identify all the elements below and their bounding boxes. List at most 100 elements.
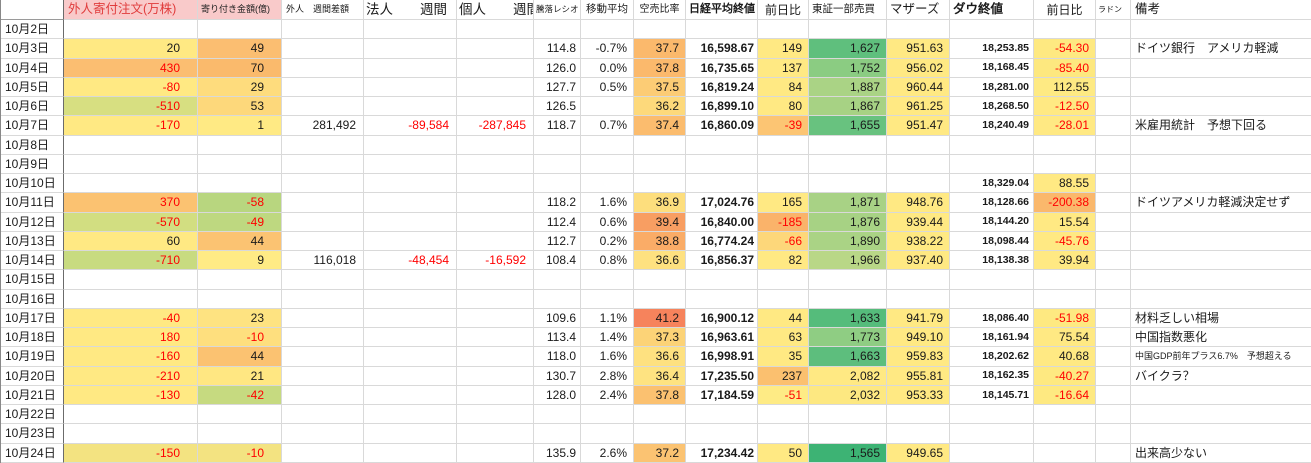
cell-radon[interactable]	[1096, 174, 1131, 194]
cell-ratio[interactable]	[534, 270, 581, 290]
cell-radon[interactable]	[1096, 251, 1131, 271]
cell-hojin_week[interactable]	[364, 405, 457, 425]
cell-dow[interactable]	[950, 424, 1034, 444]
cell-gaijin_week[interactable]	[282, 97, 364, 117]
cell-ma[interactable]: 0.0%	[581, 58, 634, 78]
cell-nikkei[interactable]: 16,840.00	[686, 212, 758, 232]
column-header-hojin_week[interactable]: 法人 週間	[364, 0, 457, 20]
cell-short[interactable]: 36.2	[634, 97, 686, 117]
cell-gaijin_week[interactable]	[282, 77, 364, 97]
row-header-date[interactable]: 10月15日	[1, 270, 64, 290]
cell-remark[interactable]: バイクラ？	[1131, 367, 1311, 386]
cell-ma[interactable]: 2.8%	[581, 366, 634, 386]
cell-kojin_week[interactable]	[457, 58, 534, 78]
cell-mothers[interactable]	[887, 154, 950, 174]
cell-nikkei[interactable]	[686, 289, 758, 309]
cell-gaijin_order[interactable]: -80	[64, 77, 198, 97]
cell-nikkei[interactable]: 16,899.10	[686, 97, 758, 117]
cell-ratio[interactable]	[534, 424, 581, 444]
cell-nikkei_chg[interactable]	[758, 20, 809, 40]
cell-tse[interactable]: 1,663	[809, 347, 887, 367]
cell-dow[interactable]: 18,268.50	[950, 97, 1034, 117]
cell-tse[interactable]	[809, 135, 887, 155]
column-header-gaijin_order[interactable]: 外人寄付注文(万株)	[64, 0, 198, 20]
cell-ma[interactable]	[581, 154, 634, 174]
cell-yoritsuki[interactable]	[198, 154, 282, 174]
cell-gaijin_week[interactable]	[282, 289, 364, 309]
cell-tse[interactable]: 1,876	[809, 212, 887, 232]
cell-ma[interactable]: 1.6%	[581, 193, 634, 213]
row-header-date[interactable]: 10月19日	[1, 347, 64, 367]
cell-dow[interactable]	[950, 270, 1034, 290]
cell-gaijin_week[interactable]	[282, 154, 364, 174]
cell-kojin_week[interactable]: -16,592	[457, 251, 534, 271]
cell-hojin_week[interactable]: -48,454	[364, 251, 457, 271]
cell-dow_chg[interactable]	[1034, 405, 1096, 425]
cell-ratio[interactable]: 126.0	[534, 58, 581, 78]
cell-gaijin_week[interactable]: 281,492	[282, 116, 364, 136]
cell-tse[interactable]: 1,773	[809, 328, 887, 348]
cell-nikkei_chg[interactable]: -39	[758, 116, 809, 136]
cell-ratio[interactable]: 118.7	[534, 116, 581, 136]
column-header-remark[interactable]: 備考	[1131, 0, 1311, 20]
cell-yoritsuki[interactable]: 9	[198, 251, 282, 271]
cell-hojin_week[interactable]	[364, 154, 457, 174]
row-header-date[interactable]: 10月10日	[1, 174, 64, 194]
cell-remark[interactable]	[1131, 155, 1311, 174]
cell-kojin_week[interactable]	[457, 20, 534, 40]
cell-gaijin_order[interactable]: -40	[64, 308, 198, 328]
row-header-date[interactable]: 10月24日	[1, 443, 64, 463]
cell-kojin_week[interactable]	[457, 77, 534, 97]
cell-remark[interactable]	[1131, 251, 1311, 271]
cell-dow_chg[interactable]: 112.55	[1034, 77, 1096, 97]
cell-hojin_week[interactable]	[364, 135, 457, 155]
cell-ma[interactable]	[581, 424, 634, 444]
row-header-date[interactable]: 10月12日	[1, 212, 64, 232]
cell-gaijin_order[interactable]: -150	[64, 443, 198, 463]
cell-kojin_week[interactable]	[457, 443, 534, 463]
cell-yoritsuki[interactable]: -58	[198, 193, 282, 213]
cell-tse[interactable]: 2,032	[809, 385, 887, 405]
cell-dow_chg[interactable]: 88.55	[1034, 174, 1096, 194]
row-header-date[interactable]: 10月11日	[1, 193, 64, 213]
cell-radon[interactable]	[1096, 308, 1131, 328]
row-header-date[interactable]: 10月18日	[1, 328, 64, 348]
cell-kojin_week[interactable]	[457, 231, 534, 251]
cell-gaijin_week[interactable]	[282, 231, 364, 251]
cell-short[interactable]	[634, 174, 686, 194]
cell-nikkei_chg[interactable]: 149	[758, 39, 809, 59]
cell-ratio[interactable]: 118.0	[534, 347, 581, 367]
cell-ratio[interactable]	[534, 20, 581, 40]
cell-nikkei[interactable]: 16,860.09	[686, 116, 758, 136]
cell-kojin_week[interactable]: -287,845	[457, 116, 534, 136]
cell-yoritsuki[interactable]: 70	[198, 58, 282, 78]
cell-tse[interactable]: 1,752	[809, 58, 887, 78]
cell-gaijin_order[interactable]	[64, 270, 198, 290]
cell-remark[interactable]	[1131, 405, 1311, 425]
column-header-kojin_week[interactable]: 個人 週間	[457, 0, 534, 20]
cell-kojin_week[interactable]	[457, 424, 534, 444]
cell-yoritsuki[interactable]	[198, 424, 282, 444]
cell-kojin_week[interactable]	[457, 328, 534, 348]
cell-gaijin_order[interactable]: -130	[64, 385, 198, 405]
cell-ma[interactable]	[581, 135, 634, 155]
cell-remark[interactable]	[1131, 270, 1311, 290]
cell-tse[interactable]: 1,871	[809, 193, 887, 213]
cell-mothers[interactable]: 959.83	[887, 347, 950, 367]
cell-kojin_week[interactable]	[457, 289, 534, 309]
cell-mothers[interactable]	[887, 405, 950, 425]
cell-short[interactable]	[634, 20, 686, 40]
cell-dow_chg[interactable]: -200.38	[1034, 193, 1096, 213]
cell-gaijin_order[interactable]	[64, 135, 198, 155]
cell-nikkei_chg[interactable]: 63	[758, 328, 809, 348]
cell-ratio[interactable]: 118.2	[534, 193, 581, 213]
cell-hojin_week[interactable]: -89,584	[364, 116, 457, 136]
cell-gaijin_week[interactable]	[282, 347, 364, 367]
cell-ratio[interactable]	[534, 289, 581, 309]
cell-kojin_week[interactable]	[457, 405, 534, 425]
cell-nikkei_chg[interactable]: 44	[758, 308, 809, 328]
cell-short[interactable]: 37.8	[634, 385, 686, 405]
cell-gaijin_order[interactable]: 20	[64, 39, 198, 59]
column-header-ratio[interactable]: 騰落レシオ	[534, 0, 581, 20]
cell-mothers[interactable]: 961.25	[887, 97, 950, 117]
